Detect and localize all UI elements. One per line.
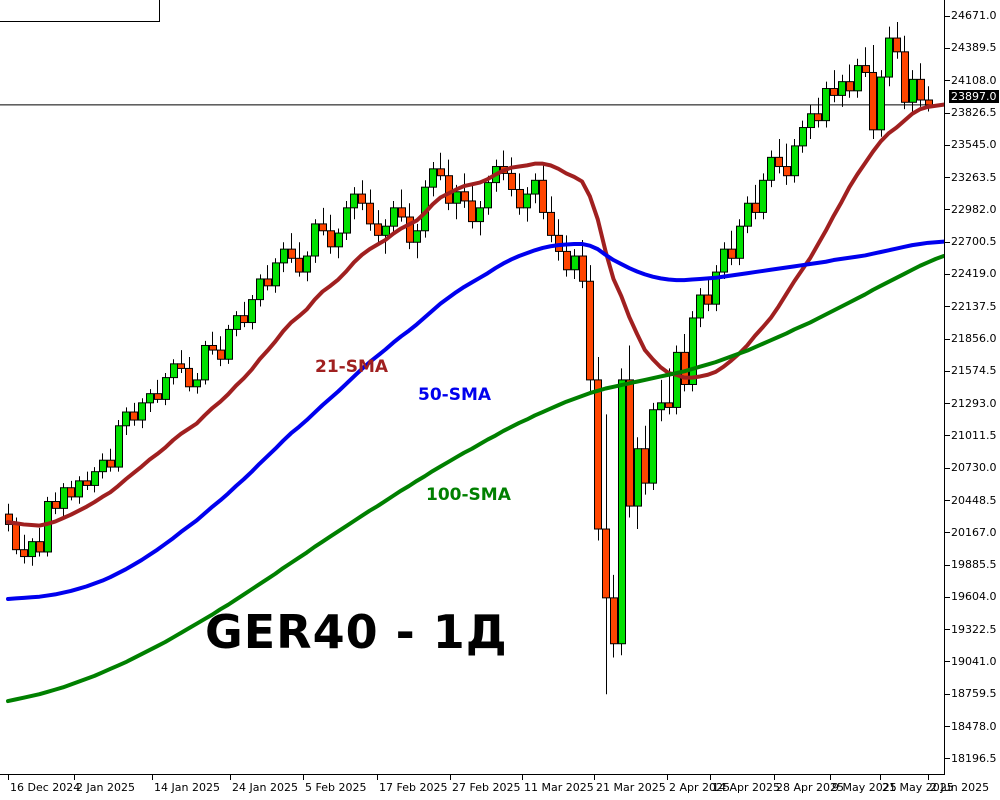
date-tick-mark — [594, 775, 595, 780]
date-tick-mark — [74, 775, 75, 780]
date-tick-mark — [8, 775, 9, 780]
chart-watermark: GER40 - 1Д — [205, 605, 508, 659]
date-tick-mark — [774, 775, 775, 780]
date-tick-label: 21 Mar 2025 — [596, 781, 666, 794]
price-tick: 21574.5 — [945, 364, 997, 377]
sma-legend-21-sma: 21-SMA — [315, 357, 389, 377]
price-tick: 23826.5 — [945, 106, 997, 119]
date-tick-label: 27 Feb 2025 — [452, 781, 521, 794]
price-tick: 23263.5 — [945, 171, 997, 184]
price-tick: 21856.0 — [945, 332, 997, 345]
price-tick: 18478.0 — [945, 720, 997, 733]
date-tick-mark — [450, 775, 451, 780]
date-tick-label: 17 Feb 2025 — [379, 781, 448, 794]
price-tick: 22982.0 — [945, 203, 997, 216]
price-tick: 20448.5 — [945, 494, 997, 507]
candle-series — [5, 21, 933, 695]
date-tick-mark — [880, 775, 881, 780]
date-tick-mark — [710, 775, 711, 780]
date-tick-mark — [377, 775, 378, 780]
price-tick: 22700.5 — [945, 235, 997, 248]
price-tick: 19604.0 — [945, 590, 997, 603]
price-tick: 21293.0 — [945, 397, 997, 410]
date-tick-label: 2 Jan 2025 — [76, 781, 135, 794]
date-tick-label: 2 Jun 2025 — [930, 781, 990, 794]
chart-title-box — [0, 0, 160, 22]
price-tick: 24671.0 — [945, 9, 997, 22]
price-tick: 24108.0 — [945, 74, 997, 87]
date-tick-mark — [303, 775, 304, 780]
date-tick-label: 14 Jan 2025 — [154, 781, 220, 794]
date-tick-mark — [830, 775, 831, 780]
price-axis[interactable]: 24671.0 24389.5 24108.0 23826.5 23545.0 23263… — [945, 0, 1000, 775]
date-tick-mark — [152, 775, 153, 780]
price-tick: 22137.5 — [945, 300, 997, 313]
date-tick-label: 24 Jan 2025 — [232, 781, 298, 794]
date-axis: 16 Dec 2024 2 Jan 2025 14 Jan 2025 24 Jan 2… — [0, 775, 989, 800]
date-tick-label: 14 Apr 2025 — [712, 781, 781, 794]
sma-legend-100-sma: 100-SMA — [426, 485, 511, 505]
date-tick-label: 9 May 2025 — [832, 781, 897, 794]
price-tick: 19041.0 — [945, 655, 997, 668]
price-tick: 18196.5 — [945, 752, 997, 765]
date-tick-mark — [667, 775, 668, 780]
price-tick: 23545.0 — [945, 138, 997, 151]
sma-line-21-SMA — [6, 102, 944, 528]
date-tick-label: 11 Mar 2025 — [524, 781, 594, 794]
price-tick: 22419.0 — [945, 267, 997, 280]
price-tick: 18759.5 — [945, 687, 997, 700]
current-price-label: 23897.0 — [949, 90, 999, 103]
chart-plot-area[interactable] — [0, 0, 945, 775]
date-tick-label: 2 Apr 2025 — [669, 781, 731, 794]
sma-line-100-SMA — [6, 254, 944, 704]
date-tick-mark — [230, 775, 231, 780]
date-tick-label: 5 Feb 2025 — [305, 781, 367, 794]
price-tick: 19322.5 — [945, 623, 997, 636]
date-tick-label: 16 Dec 2024 — [10, 781, 81, 794]
price-tick: 24389.5 — [945, 41, 997, 54]
sma-legend-50-sma: 50-SMA — [418, 385, 492, 405]
sma-line-50-SMA — [6, 239, 944, 602]
chart-canvas — [0, 21, 944, 704]
date-tick-label: 21 May 2025 — [882, 781, 954, 794]
price-tick: 20167.0 — [945, 526, 997, 539]
price-tick: 21011.5 — [945, 429, 997, 442]
price-tick: 20730.0 — [945, 461, 997, 474]
price-tick: 19885.5 — [945, 558, 997, 571]
date-tick-mark — [522, 775, 523, 780]
date-tick-label: 28 Apr 2025 — [776, 781, 845, 794]
date-tick-mark — [928, 775, 929, 780]
